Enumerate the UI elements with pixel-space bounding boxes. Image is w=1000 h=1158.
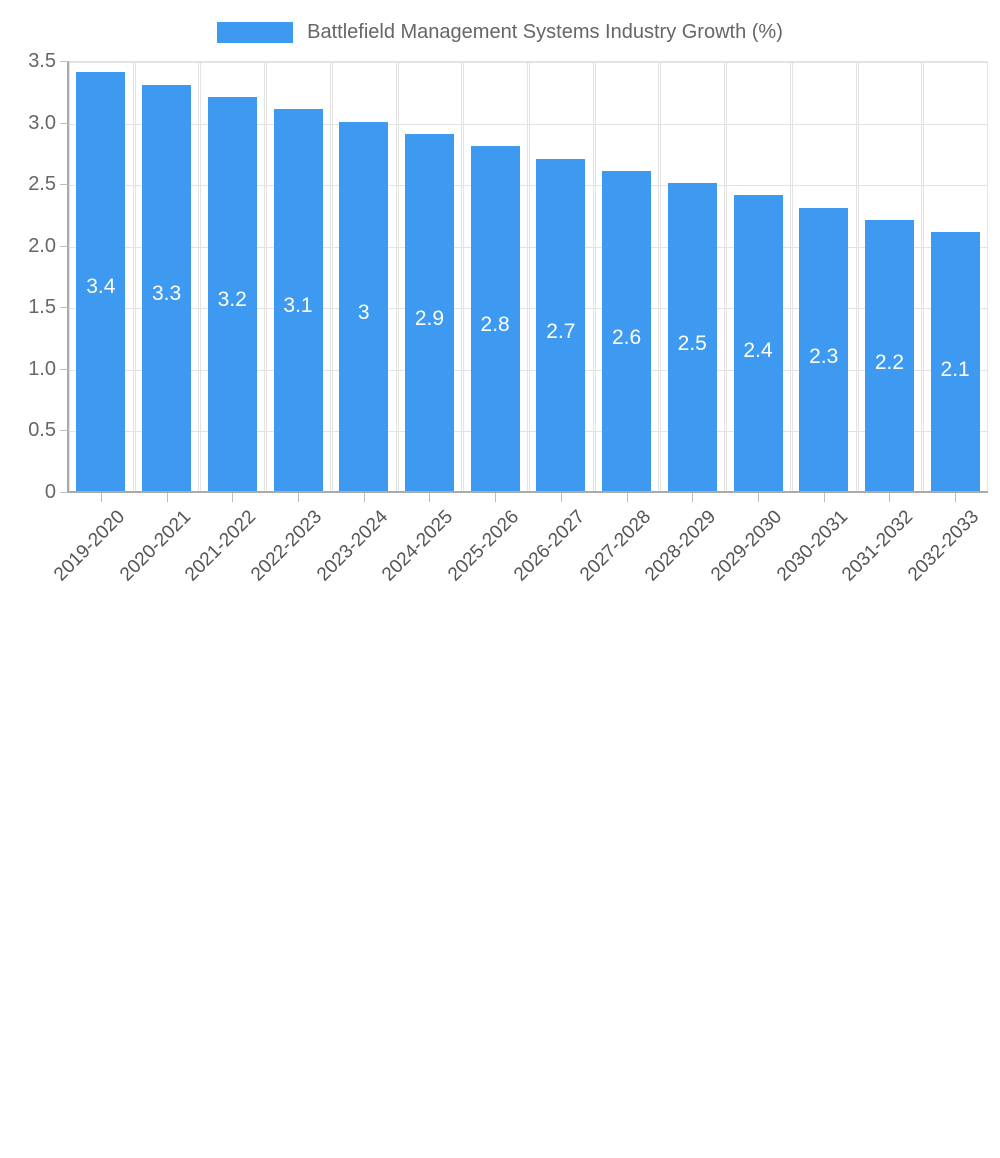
vertical-gridline (660, 62, 661, 491)
bar[interactable] (733, 195, 783, 491)
y-axis-tick-label: 3.0 (28, 111, 56, 134)
bar-value-label: 2.2 (874, 351, 905, 374)
plot-inner (68, 62, 988, 491)
bar[interactable] (142, 84, 192, 491)
x-axis-tick-mark (232, 493, 233, 502)
y-axis-tick-label: 3.5 (28, 50, 56, 72)
x-axis-tick-mark (429, 493, 430, 502)
vertical-gridline (398, 62, 399, 491)
vertical-gridline (529, 62, 530, 491)
chart-legend: Battlefield Management Systems Industry … (0, 14, 1000, 50)
vertical-gridline (198, 62, 199, 491)
vertical-gridline (69, 62, 70, 491)
vertical-gridline (264, 62, 265, 491)
y-axis-tick-mark (60, 307, 68, 308)
x-axis-tick-mark (955, 493, 956, 502)
plot-area (68, 61, 988, 492)
y-axis-tick-label: 1.5 (28, 296, 56, 319)
vertical-gridline (396, 62, 397, 491)
bar-value-label: 2.6 (611, 326, 642, 349)
vertical-gridline (135, 62, 136, 491)
y-axis-tick-mark (60, 61, 68, 62)
bar-value-label: 2.5 (677, 332, 707, 355)
bar-value-label: 3.1 (283, 294, 313, 317)
bar[interactable] (930, 232, 980, 491)
vertical-gridline (463, 62, 464, 491)
vertical-gridline (790, 62, 791, 491)
vertical-gridline (200, 62, 201, 491)
x-axis-tick-mark (495, 493, 496, 502)
y-axis-tick-mark (60, 246, 68, 247)
vertical-gridline (133, 62, 134, 491)
bar[interactable] (602, 170, 652, 491)
x-axis-tick-mark (692, 493, 693, 502)
vertical-gridline (856, 62, 857, 491)
vertical-gridline (658, 62, 659, 491)
bar[interactable] (536, 158, 586, 491)
x-axis-tick-mark (101, 493, 102, 502)
bar-value-label: 3 (357, 301, 370, 324)
vertical-gridline (987, 62, 988, 491)
bar-value-label: 2.9 (414, 307, 445, 330)
y-axis-tick-label: 0.5 (28, 419, 56, 442)
y-axis-tick-mark (60, 430, 68, 431)
x-axis-tick-mark (824, 493, 825, 502)
bar[interactable] (207, 96, 257, 491)
bar-value-label: 3.3 (151, 282, 182, 305)
x-axis-tick-mark (167, 493, 168, 502)
y-axis-line (67, 61, 69, 493)
bar[interactable] (339, 121, 389, 491)
vertical-gridline (726, 62, 727, 491)
vertical-gridline (330, 62, 331, 491)
bar-value-label: 2.4 (743, 339, 773, 362)
x-axis-tick-mark (298, 493, 299, 502)
y-axis-tick-mark (60, 369, 68, 370)
bar[interactable] (404, 133, 454, 491)
bar[interactable] (470, 146, 520, 491)
bar[interactable] (273, 109, 323, 491)
bar-value-label: 3.2 (217, 288, 247, 311)
bar-value-label: 3.4 (86, 275, 116, 298)
y-axis-tick-label: 2.5 (28, 173, 56, 196)
x-axis-tick-mark (561, 493, 562, 502)
y-axis-tick-mark (60, 184, 68, 185)
vertical-gridline (593, 62, 594, 491)
x-axis-tick-mark (889, 493, 890, 502)
vertical-gridline (921, 62, 922, 491)
bar[interactable] (76, 72, 126, 491)
vertical-gridline (792, 62, 793, 491)
bar-value-label: 2.7 (546, 320, 576, 343)
bar[interactable] (799, 207, 849, 491)
vertical-gridline (461, 62, 462, 491)
bar[interactable] (667, 183, 717, 491)
bar[interactable] (864, 220, 914, 491)
legend-color-swatch[interactable] (217, 21, 294, 43)
x-axis-tick-mark (627, 493, 628, 502)
x-axis-tick-mark (364, 493, 365, 502)
vertical-gridline (332, 62, 333, 491)
y-axis-tick-mark (60, 492, 68, 493)
vertical-gridline (923, 62, 924, 491)
legend-label: Battlefield Management Systems Industry … (307, 21, 783, 43)
vertical-gridline (724, 62, 725, 491)
bar-value-label: 2.8 (480, 313, 510, 336)
y-axis-tick-label: 2.0 (28, 234, 56, 257)
vertical-gridline (527, 62, 528, 491)
vertical-gridline (858, 62, 859, 491)
x-axis-tick-mark (758, 493, 759, 502)
vertical-gridline (595, 62, 596, 491)
bar-value-label: 2.3 (809, 345, 839, 368)
y-axis-tick-label: 1.0 (28, 357, 56, 380)
bar-chart: Battlefield Management Systems Industry … (0, 14, 1000, 586)
vertical-gridline (266, 62, 267, 491)
y-axis-tick-mark (60, 123, 68, 124)
bar-value-label: 2.1 (940, 358, 970, 381)
y-axis-tick-label: 0 (44, 481, 56, 503)
x-axis-line (67, 491, 988, 493)
